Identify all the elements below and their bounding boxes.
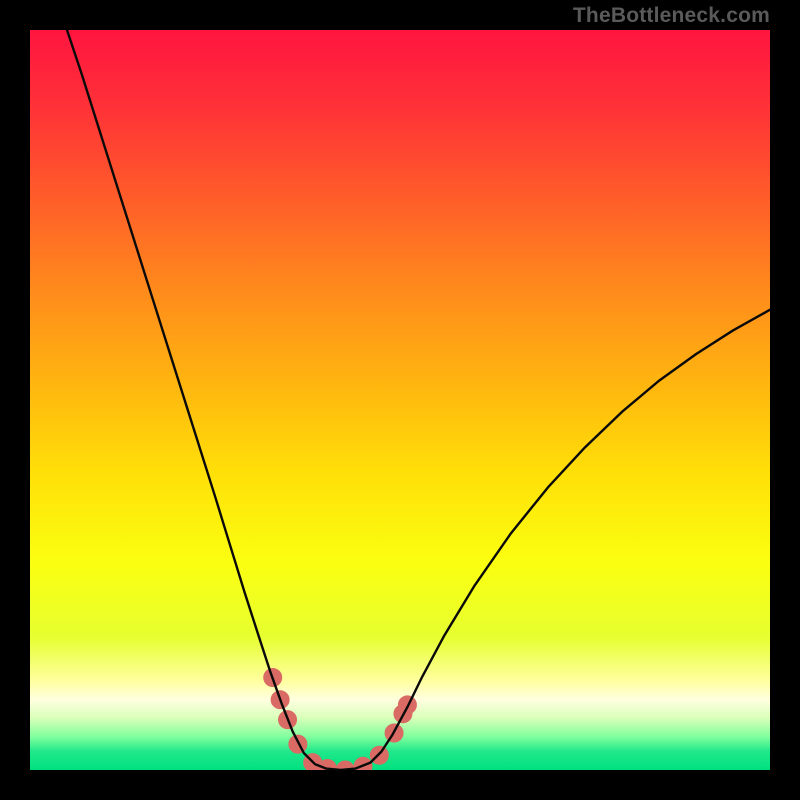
gradient-background	[30, 30, 770, 770]
chart-container: { "chart": { "type": "line-over-gradient…	[0, 0, 800, 800]
plot-area	[30, 30, 770, 770]
chart-svg	[30, 30, 770, 770]
watermark-text: TheBottleneck.com	[573, 4, 770, 28]
